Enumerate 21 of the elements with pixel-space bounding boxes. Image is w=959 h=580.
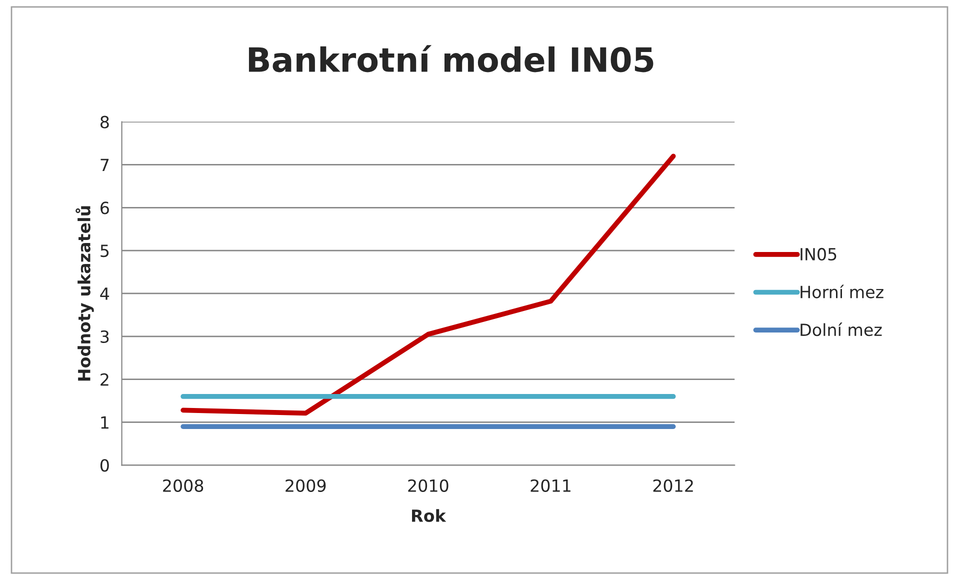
x-tick-label: 2011 xyxy=(530,479,570,492)
y-tick-label: 1 xyxy=(101,416,108,429)
y-tick-label: 4 xyxy=(100,288,110,300)
y-tick-label: 2 xyxy=(100,373,108,386)
y-tick-label: 0 xyxy=(100,459,109,472)
legend-label: Dolní mez xyxy=(800,322,882,336)
x-tick-label: 2012 xyxy=(653,479,693,492)
x-tick-label: 2008 xyxy=(163,479,204,492)
y-tick-label: 6 xyxy=(100,202,109,214)
line-series xyxy=(180,154,676,416)
y-tick-label: 7 xyxy=(100,158,109,172)
y-tick-label: 3 xyxy=(100,330,109,343)
legend-label: Horní mez xyxy=(800,284,884,298)
x-tick-label: 2009 xyxy=(286,479,326,492)
y-axis-title: Hodnoty ukazatelů xyxy=(76,206,94,381)
legend-label: IN05 xyxy=(800,248,836,261)
x-axis-title: Rok xyxy=(412,509,446,522)
chart-title: Bankrotní model IN05 xyxy=(248,45,654,72)
y-tick-label: 5 xyxy=(100,244,109,258)
y-tick-label: 8 xyxy=(100,116,109,128)
x-tick-label: 2010 xyxy=(408,479,448,492)
